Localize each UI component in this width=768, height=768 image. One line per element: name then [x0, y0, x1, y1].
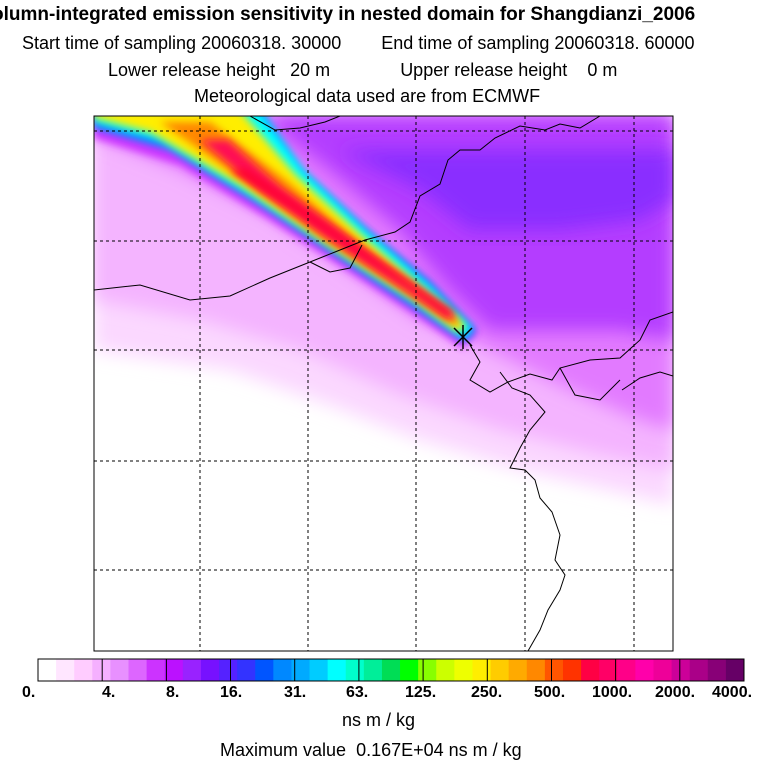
colorbar-swatch — [725, 659, 745, 681]
colorbar-swatch — [345, 659, 365, 681]
plume-yellow — [94, 116, 466, 332]
colorbar-swatch — [182, 659, 202, 681]
sensitivity-zone-indigo — [340, 150, 673, 230]
colorbar-swatch — [363, 659, 383, 681]
colorbar-units: ns m / kg — [342, 710, 416, 730]
colorbar-tick: 63. — [346, 684, 369, 701]
colorbar-swatch — [200, 659, 220, 681]
map-gridlines — [94, 116, 673, 651]
colorbar-swatch — [38, 659, 57, 681]
maximum-value-line: Maximum value 0.167E+04 ns m / kg — [220, 740, 522, 761]
colorbar-swatch — [164, 659, 184, 681]
sensitivity-field — [94, 116, 673, 651]
map-borders — [94, 116, 673, 651]
upper-height-label: Upper release height — [400, 60, 568, 80]
country-border-north — [94, 116, 601, 301]
start-time-value: 20060318. 30000 — [201, 33, 342, 53]
colorbar-swatch — [671, 659, 691, 681]
x-icon — [453, 325, 473, 349]
plume-deep-red — [230, 168, 452, 316]
colorbar-swatch — [490, 659, 510, 681]
colorbar-swatch — [255, 659, 274, 681]
colorbar-tick: 31. — [284, 684, 307, 701]
colorbar-swatch — [472, 659, 492, 681]
plot-title: olumn-integrated emission sensitivity in… — [0, 4, 696, 25]
colorbar-swatch — [273, 659, 292, 681]
inner-border — [559, 367, 621, 401]
colorbar-tick: 500. — [534, 684, 566, 701]
colorbar-swatch — [508, 659, 528, 681]
lower-height-label: Lower release height — [108, 60, 276, 80]
colorbar-tick: 4000. — [712, 684, 753, 701]
lower-height-value: 20 m — [290, 60, 331, 80]
release-height-line: Lower release height 20 m Upper release … — [108, 60, 617, 81]
colorbar-swatch — [562, 659, 582, 681]
colorbar-swatch — [381, 659, 401, 681]
colorbar-swatch — [418, 659, 437, 681]
border-upper-left — [249, 116, 341, 131]
colorbar-swatch — [635, 659, 654, 681]
colorbar-swatch — [653, 659, 673, 681]
map-frame — [93, 115, 674, 652]
coastline-south — [499, 371, 566, 651]
colorbar-swatch — [309, 659, 329, 681]
colorbar-tick: 4. — [102, 684, 116, 701]
colorbar — [37, 658, 745, 682]
colorbar-swatch — [436, 659, 455, 681]
colorbar-swatch — [219, 659, 238, 681]
upper-height-value: 0 m — [587, 60, 618, 80]
plume-blue — [94, 116, 476, 342]
colorbar-swatch — [110, 659, 130, 681]
colorbar-swatch — [454, 659, 473, 681]
colorbar-swatch — [599, 659, 618, 681]
colorbar-swatch — [400, 659, 419, 681]
colorbar-tick: 16. — [220, 684, 243, 701]
colorbar-swatch — [56, 659, 75, 681]
colorbar-tick: 8. — [166, 684, 180, 701]
colorbar-tick: 0. — [22, 684, 36, 701]
colorbar-swatch — [327, 659, 347, 681]
colorbar-swatch — [128, 659, 148, 681]
island-outline — [621, 371, 673, 391]
start-time-label: Start time of sampling — [22, 33, 197, 53]
plume-magenta — [94, 116, 478, 348]
colorbar-tick: 1000. — [592, 684, 633, 701]
colorbar-swatch — [291, 659, 311, 681]
colorbar-swatch — [74, 659, 93, 681]
max-value: 0.167E+04 ns m / kg — [356, 740, 522, 760]
sampling-time-line: Start time of sampling 20060318. 30000 E… — [22, 33, 695, 54]
met-data-line: Meteorological data used are from ECMWF — [194, 86, 541, 106]
max-value-label: Maximum value — [220, 740, 347, 760]
colorbar-swatch — [689, 659, 709, 681]
colorbar-tick: 2000. — [655, 684, 696, 701]
colorbar-tick: 250. — [471, 684, 503, 701]
end-time-value: 20060318. 60000 — [554, 33, 695, 53]
colorbar-swatch — [617, 659, 636, 681]
colorbar-swatch — [581, 659, 600, 681]
coastline-east — [469, 311, 673, 393]
colorbar-swatch — [544, 659, 564, 681]
colorbar-swatch — [92, 659, 111, 681]
province-border-west — [309, 244, 363, 273]
end-time-label: End time of sampling — [381, 33, 550, 53]
colorbar-swatch — [707, 659, 727, 681]
colorbar-frame — [37, 658, 745, 682]
colorbar-swatch — [146, 659, 166, 681]
colorbar-swatch — [237, 659, 256, 681]
colorbar-tick: 125. — [405, 684, 437, 701]
colorbar-swatch — [526, 659, 546, 681]
